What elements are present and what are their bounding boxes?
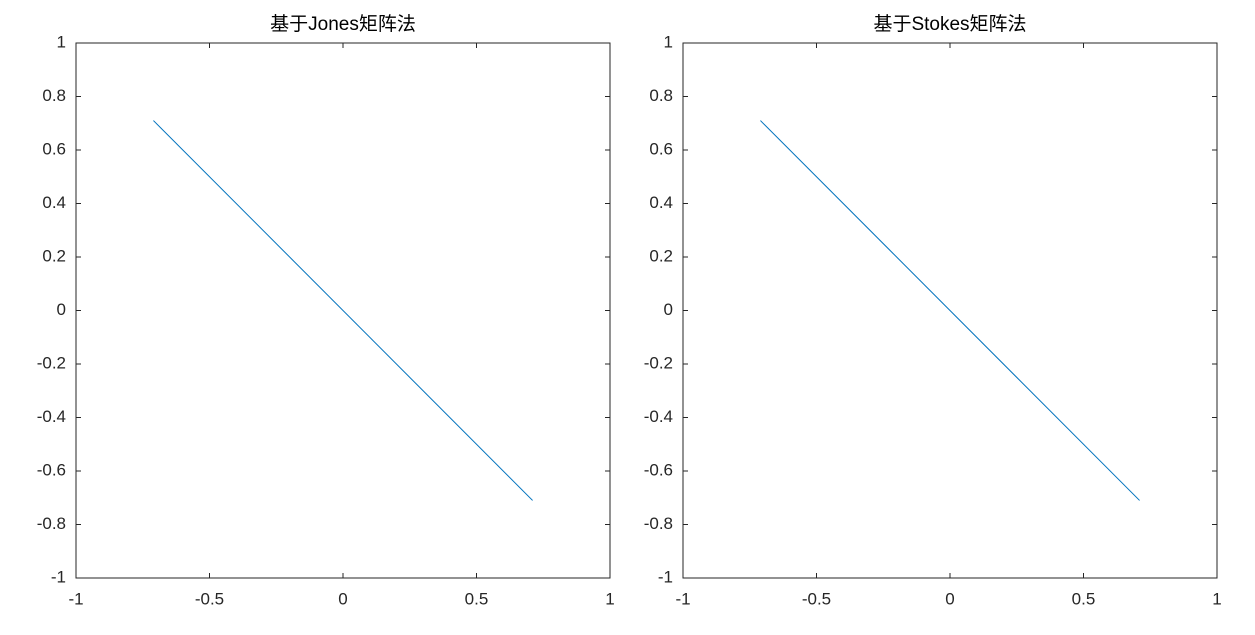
y-tick-label: -1 [658, 567, 673, 586]
y-tick-label: -0.8 [37, 514, 66, 533]
x-tick-label: 1 [605, 589, 614, 608]
y-tick-label: -0.4 [644, 407, 673, 426]
x-tick-label: -0.5 [195, 589, 224, 608]
y-tick-label: 0.8 [649, 86, 673, 105]
x-tick-label: 0.5 [465, 589, 489, 608]
x-tick-label: -1 [68, 589, 83, 608]
y-tick-label: 1 [664, 32, 673, 51]
x-tick-label: 1 [1212, 589, 1221, 608]
y-tick-label: -0.4 [37, 407, 66, 426]
y-tick-label: -0.2 [644, 353, 673, 372]
y-tick-label: 1 [57, 32, 66, 51]
y-tick-label: 0.6 [649, 139, 673, 158]
y-tick-label: 0 [664, 300, 673, 319]
y-tick-label: -0.8 [644, 514, 673, 533]
x-tick-label: 0 [945, 589, 954, 608]
y-tick-label: -0.6 [37, 460, 66, 479]
x-tick-label: 0.5 [1072, 589, 1096, 608]
x-tick-label: 0 [338, 589, 347, 608]
x-tick-label: -1 [675, 589, 690, 608]
chart-title: 基于Jones矩阵法 [270, 13, 416, 35]
y-tick-label: -0.2 [37, 353, 66, 372]
y-tick-label: -0.6 [644, 460, 673, 479]
y-tick-label: 0.2 [42, 246, 66, 265]
y-tick-label: 0 [57, 300, 66, 319]
chart-title: 基于Stokes矩阵法 [873, 13, 1026, 35]
y-tick-label: 0.8 [42, 86, 66, 105]
y-tick-label: 0.6 [42, 139, 66, 158]
y-tick-label: -1 [51, 567, 66, 586]
line [153, 120, 533, 501]
y-tick-label: 0.2 [649, 246, 673, 265]
line [760, 120, 1140, 501]
y-tick-label: 0.4 [649, 193, 673, 212]
y-tick-label: 0.4 [42, 193, 66, 212]
x-tick-label: -0.5 [802, 589, 831, 608]
